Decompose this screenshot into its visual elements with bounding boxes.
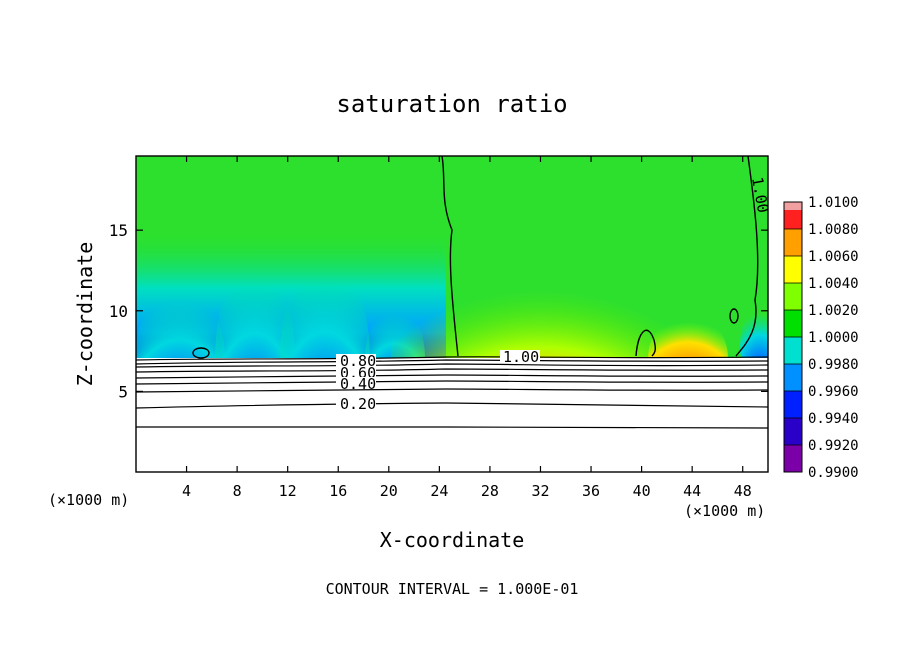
contour-lines [136, 156, 768, 429]
contour-interval-note: CONTOUR INTERVAL = 1.000E-01 [326, 580, 579, 598]
y-tick-label: 15 [109, 221, 128, 240]
x-tick-label: 4 [182, 482, 191, 500]
contour-label: 1.00 [503, 348, 539, 366]
x-tick-label: 28 [481, 482, 499, 500]
colorbar-segment [784, 418, 802, 445]
contour-line [136, 426, 768, 429]
x-axis-unit-label-right: (×1000 m) [684, 502, 765, 520]
chart-title: saturation ratio [336, 90, 567, 118]
contour-line [136, 402, 768, 409]
x-tick-label: 36 [582, 482, 600, 500]
contour-label: 0.20 [340, 395, 376, 413]
contour-line [136, 388, 768, 393]
x-tick-label: 12 [279, 482, 297, 500]
contour-line [735, 156, 759, 357]
colorbar-label: 1.0060 [808, 249, 859, 265]
colorbar-segment [784, 283, 802, 310]
contour-loop [192, 347, 210, 359]
colorbar-segment [784, 229, 802, 256]
colorbar-label: 0.9940 [808, 411, 859, 427]
colorbar-segment [784, 337, 802, 364]
x-tick-label: 40 [633, 482, 651, 500]
y-tick-label: 5 [118, 382, 128, 401]
colorbar-segment [784, 445, 802, 472]
colorbar-segment [784, 391, 802, 418]
contour-line [136, 359, 768, 365]
x-axis-unit-label-left: (×1000 m) [48, 491, 129, 509]
colorbar-segment [784, 310, 802, 337]
contour-label: 1.00 [748, 176, 772, 215]
x-axis-label: X-coordinate [380, 528, 525, 552]
x-axis-ticks: 4 8 12 16 20 24 28 32 36 40 44 48 [182, 156, 752, 500]
colorbar-label: 0.9900 [808, 465, 859, 481]
y-tick-label: 10 [109, 302, 128, 321]
x-tick-label: 8 [233, 482, 242, 500]
x-tick-label: 20 [380, 482, 398, 500]
colorbar-label: 1.0080 [808, 222, 859, 238]
contour-label: 0.40 [340, 375, 376, 393]
contour-line [136, 374, 768, 379]
colorbar-label: 1.0040 [808, 276, 859, 292]
colorbar-segment [784, 202, 802, 210]
colorbar-label: 1.0020 [808, 303, 859, 319]
colorbar-label: 0.9920 [808, 438, 859, 454]
plot-area [136, 156, 768, 472]
x-tick-label: 44 [683, 482, 701, 500]
contour-line [635, 329, 657, 357]
contour-line [136, 380, 768, 385]
colorbar-label: 0.9980 [808, 357, 859, 373]
x-tick-label: 32 [531, 482, 549, 500]
contour-line [136, 356, 768, 361]
colorbar-label: 1.0000 [808, 330, 859, 346]
colorbar: 0.9900 0.9920 0.9940 0.9960 0.9980 1.0000 1.00… [783, 195, 859, 481]
contour-line [136, 363, 768, 368]
colorbar-segment [784, 364, 802, 391]
colorbar-label: 0.9960 [808, 384, 859, 400]
y-axis-label: Z-coordinate [73, 242, 97, 387]
colorbar-label: 1.0100 [808, 195, 859, 211]
contour-line [441, 156, 459, 357]
contour-line [136, 368, 768, 373]
contour-labels: 0.80 0.60 0.40 0.20 1.00 1.00 [336, 176, 772, 413]
x-tick-label: 48 [734, 482, 752, 500]
x-tick-label: 24 [430, 482, 448, 500]
colorbar-segment [784, 256, 802, 283]
contour-label: 0.80 [340, 352, 376, 370]
y-axis-ticks: 5 10 15 [109, 221, 768, 401]
x-tick-label: 16 [329, 482, 347, 500]
plot-frame [135, 155, 769, 473]
contour-loop [729, 308, 739, 324]
